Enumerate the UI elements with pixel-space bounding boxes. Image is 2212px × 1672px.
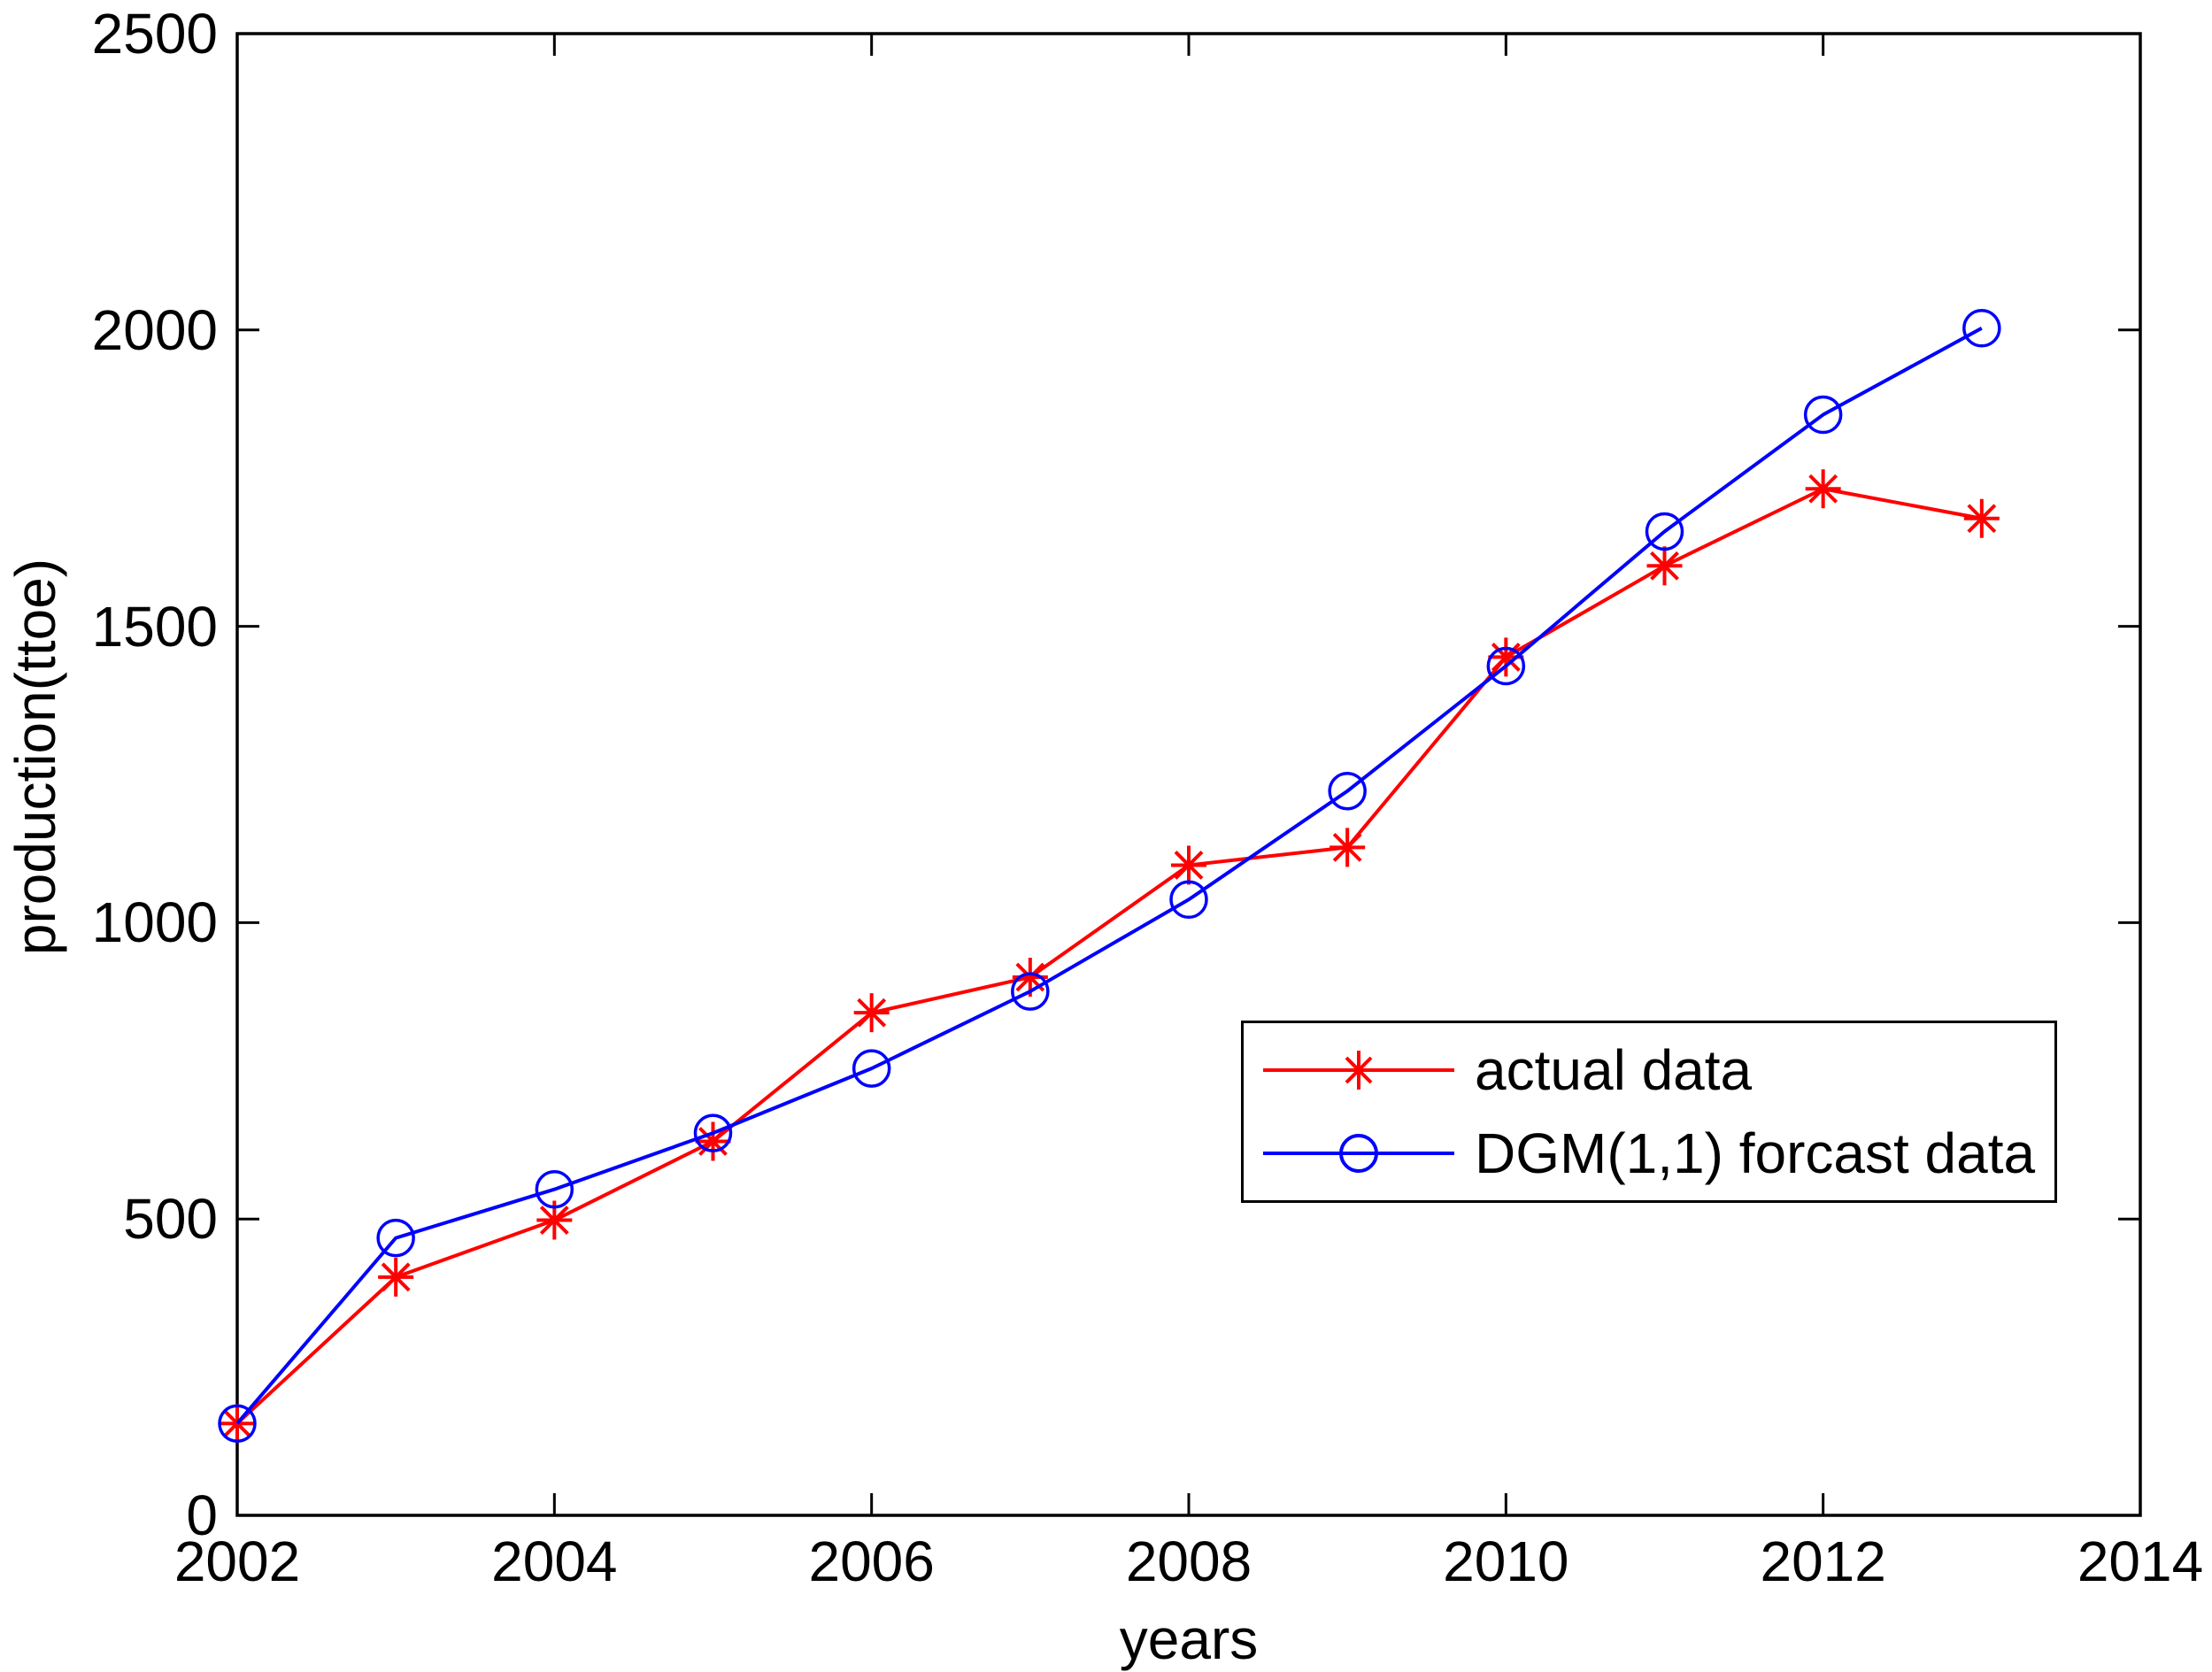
y-tick-label: 2500 (91, 2, 218, 65)
x-tick-label: 2004 (491, 1529, 618, 1593)
circle-marker (1011, 972, 1050, 1011)
circle-marker (1962, 309, 2001, 348)
circle-marker (218, 1404, 257, 1443)
circle-marker (1328, 771, 1367, 811)
x-tick-label: 2008 (1125, 1529, 1252, 1593)
asterisk-marker (1171, 845, 1206, 885)
asterisk-marker-stroke (539, 1206, 569, 1235)
x-tick-label: 2012 (1760, 1529, 1886, 1593)
legend-label-actual-data: actual data (1475, 1038, 1753, 1102)
asterisk-marker-stroke (1174, 851, 1204, 880)
legend-item-actual-data: actual data (1244, 1029, 2054, 1112)
asterisk-marker-stroke (1015, 962, 1045, 992)
forecast-data-line (235, 327, 1983, 1425)
y-tick-label: 2000 (91, 297, 218, 362)
y-tick-label: 1000 (91, 890, 218, 955)
circle-marker (376, 1218, 415, 1258)
y-tick-label: 0 (186, 1483, 218, 1547)
asterisk-marker-stroke (1967, 504, 1997, 534)
asterisk-marker (1330, 828, 1366, 867)
circle-marker (1486, 646, 1526, 686)
y-tick-label: 1500 (91, 594, 218, 659)
circle-marker (693, 1113, 733, 1152)
x-tick-label: 2006 (808, 1529, 935, 1593)
legend: actual data DGM(1,1) forcast data (1241, 1021, 2057, 1203)
asterisk-marker (1646, 546, 1683, 586)
legend-label-forecast-data: DGM(1,1) forcast data (1475, 1121, 2036, 1185)
circle-marker (852, 1049, 891, 1088)
asterisk-marker (536, 1200, 573, 1240)
circle-marker-icon (1263, 1134, 1454, 1173)
legend-item-forecast-data: DGM(1,1) forcast data (1244, 1112, 2054, 1195)
asterisk-marker-stroke (1491, 643, 1521, 672)
x-tick-label: 2002 (173, 1529, 301, 1593)
asterisk-marker-stroke (381, 1262, 411, 1292)
circle-marker (1803, 395, 1843, 435)
x-axis-label: years (1119, 1607, 1259, 1671)
circle-marker (1645, 512, 1684, 551)
circle-marker (1169, 880, 1208, 920)
x-tick-label: 2010 (1443, 1529, 1569, 1593)
asterisk-marker-stroke (1332, 832, 1362, 862)
plot-border (235, 32, 2142, 1517)
asterisk-marker (378, 1257, 414, 1297)
asterisk-marker (1805, 469, 1841, 509)
asterisk-marker (1963, 498, 2000, 538)
x-tick-label: 2014 (2077, 1529, 2204, 1593)
asterisk-marker-stroke (857, 998, 887, 1028)
asterisk-marker-icon (1263, 1051, 1454, 1090)
circle-marker (535, 1169, 574, 1209)
actual-data-line (235, 487, 1983, 1425)
asterisk-marker (695, 1121, 731, 1161)
asterisk-marker-stroke (698, 1127, 728, 1156)
asterisk-marker (853, 993, 890, 1033)
y-tick-label: 500 (123, 1187, 218, 1252)
asterisk-marker-stroke (1650, 551, 1679, 581)
asterisk-marker-stroke (1808, 474, 1838, 504)
